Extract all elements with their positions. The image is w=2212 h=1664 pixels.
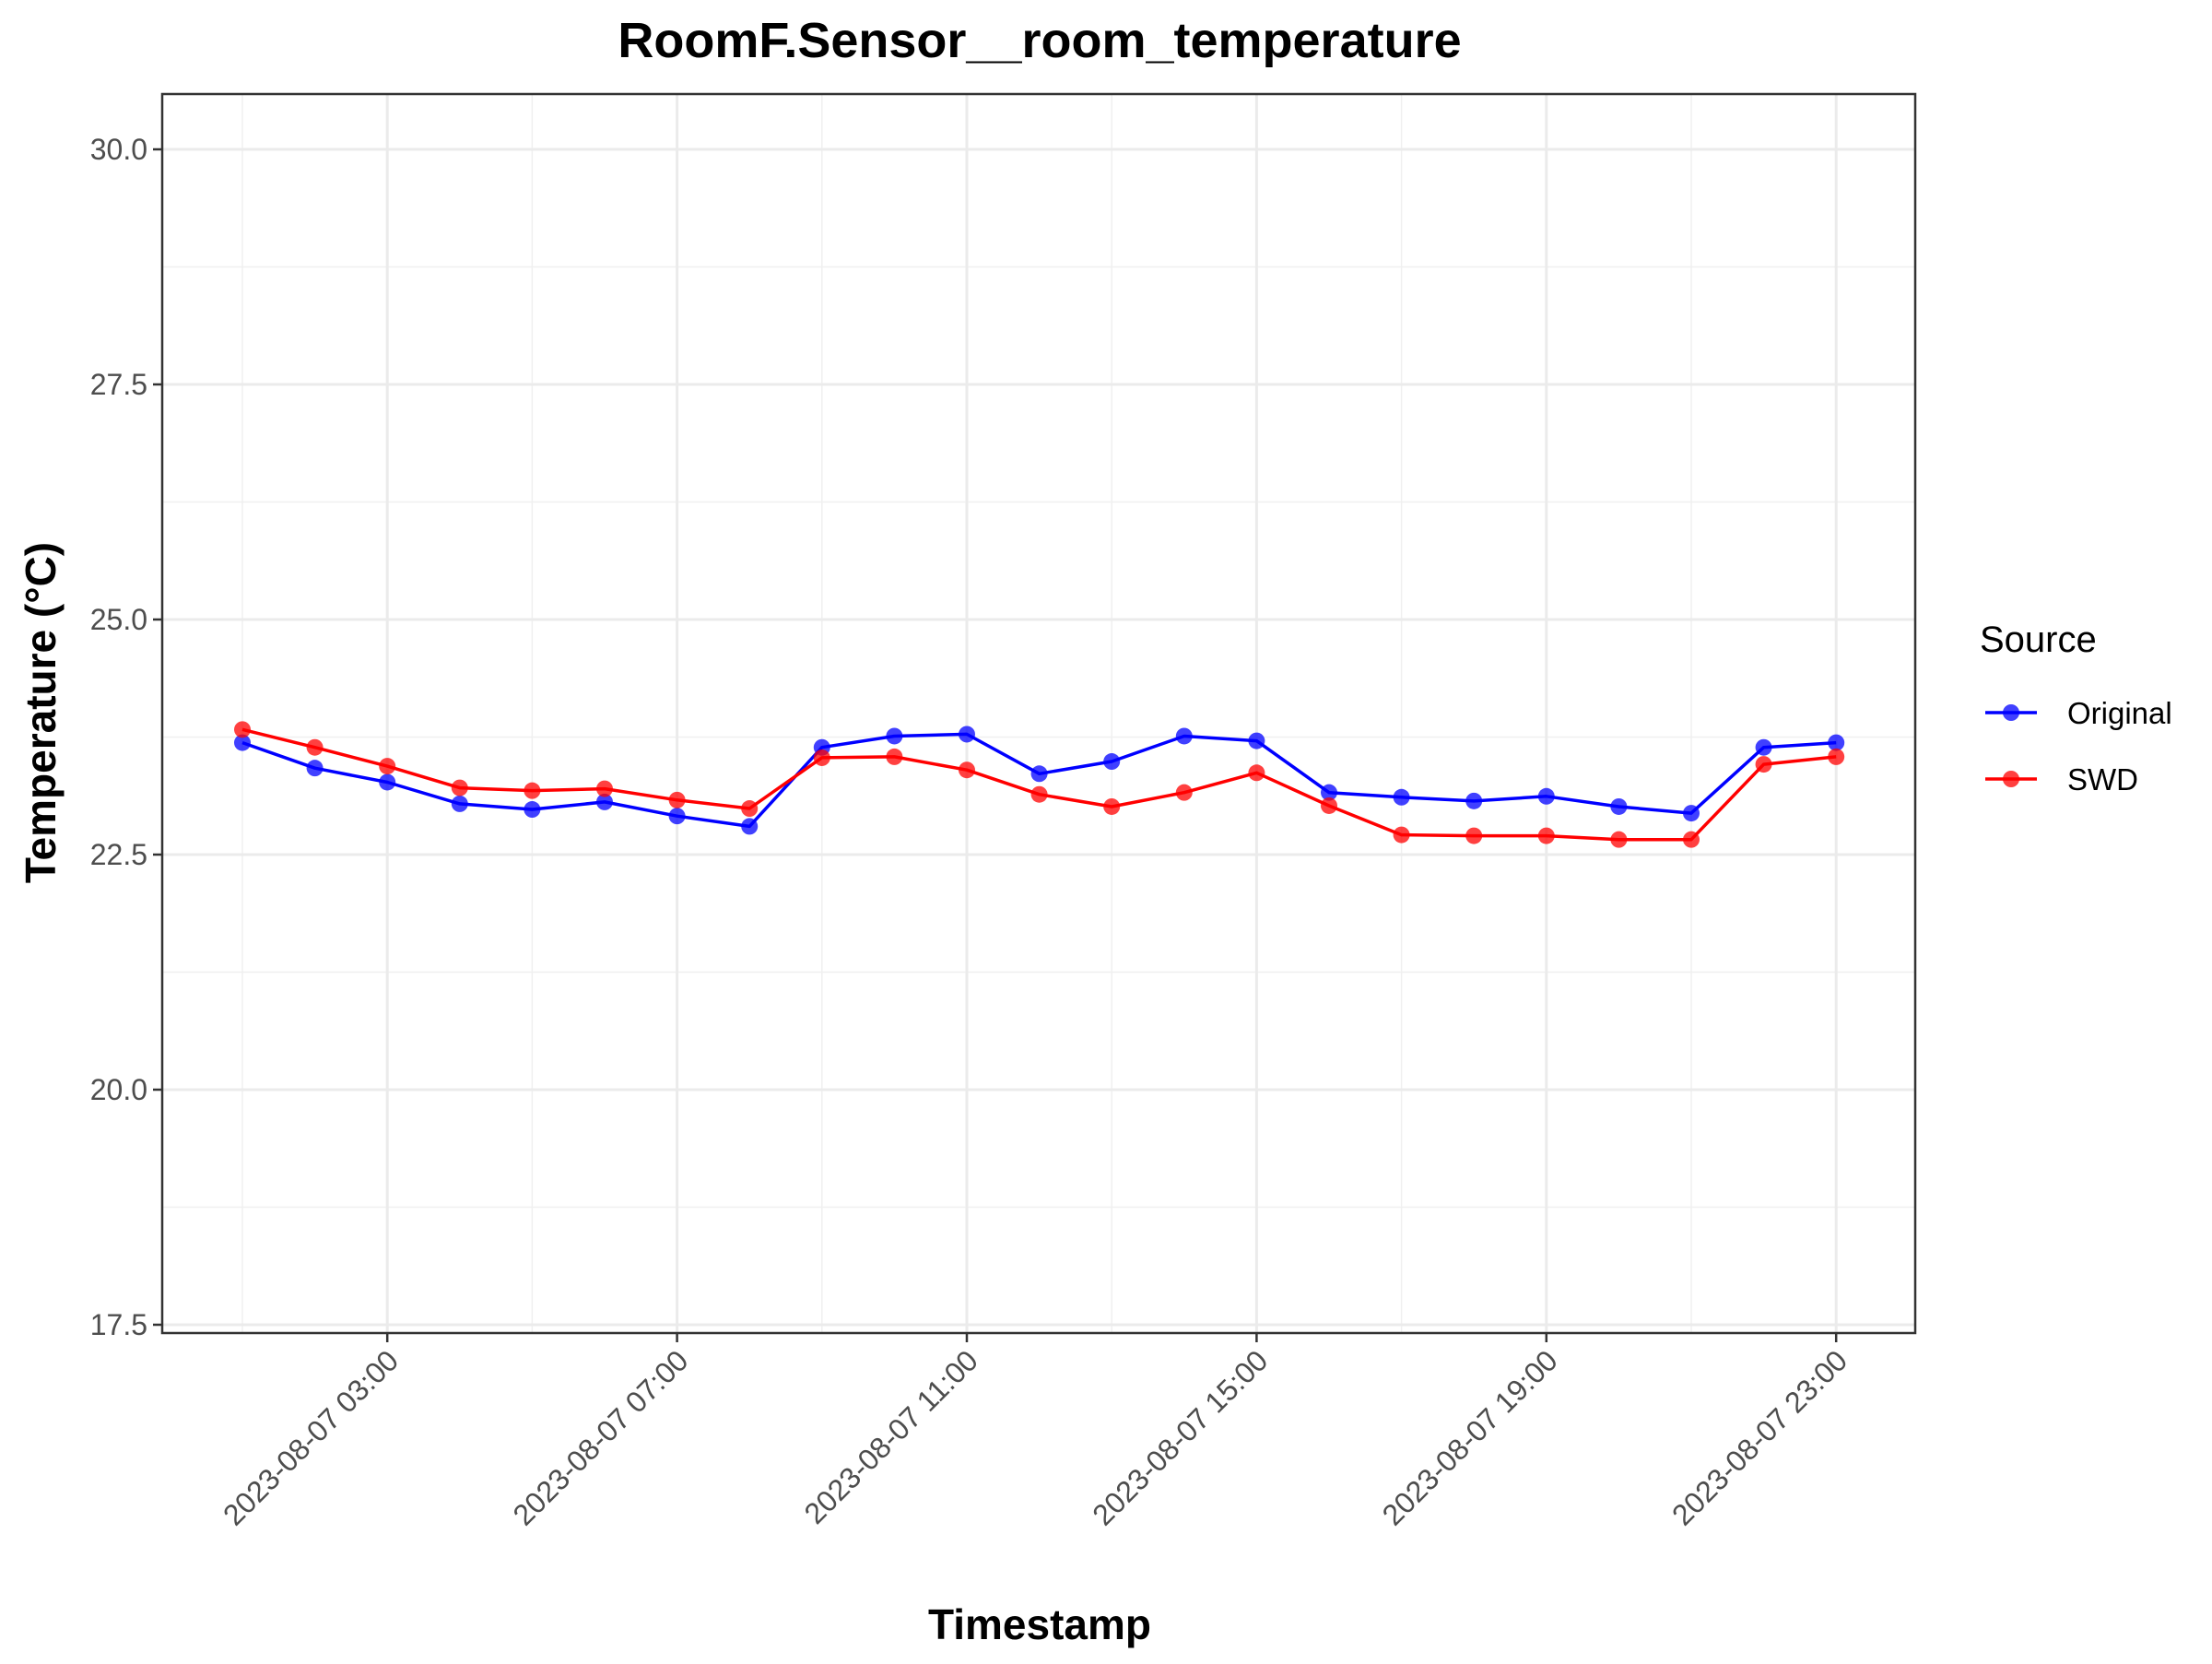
data-point-swd [234, 721, 251, 738]
data-point-swd [668, 791, 686, 808]
data-point-original [1103, 753, 1121, 771]
data-point-swd [1465, 827, 1483, 844]
y-tick-label: 17.5 [90, 1308, 147, 1341]
data-point-swd [1828, 748, 1845, 765]
data-point-original [306, 760, 324, 777]
data-point-original [1537, 787, 1555, 805]
data-point-swd [813, 749, 830, 766]
data-point-swd [1755, 756, 1772, 773]
data-point-swd [379, 758, 396, 775]
data-point-original [1248, 732, 1265, 749]
y-tick-label: 20.0 [90, 1073, 147, 1106]
x-tick-label: 2023-08-07 19:00 [1376, 1343, 1564, 1531]
legend-key-point [2003, 771, 2019, 787]
y-tick-label: 25.0 [90, 603, 147, 636]
data-point-original [1610, 797, 1628, 815]
legend-key-original [1985, 704, 2037, 721]
data-point-original [959, 726, 975, 743]
data-point-original [1683, 805, 1700, 822]
data-point-original [451, 795, 468, 812]
x-tick-label: 2023-08-07 03:00 [217, 1343, 405, 1531]
data-point-swd [1175, 784, 1193, 801]
legend-title: Source [1980, 620, 2097, 660]
y-tick-label: 30.0 [90, 133, 147, 166]
legend-key-swd [1985, 771, 2037, 787]
legend-label-original: Original [2067, 696, 2172, 730]
x-tick-label: 2023-08-07 07:00 [506, 1343, 694, 1531]
data-point-swd [741, 800, 759, 818]
data-point-swd [959, 761, 975, 779]
data-point-original [1755, 738, 1772, 756]
data-point-original [668, 808, 686, 825]
data-point-original [741, 818, 759, 835]
series-original [234, 726, 1845, 835]
data-point-original [1465, 792, 1483, 809]
data-point-original [886, 727, 903, 745]
series-swd [234, 721, 1845, 848]
data-point-original [524, 801, 541, 819]
data-point-swd [1537, 827, 1555, 844]
plot-background [162, 94, 1915, 1333]
y-tick-label: 27.5 [90, 368, 147, 401]
data-point-swd [1248, 764, 1265, 782]
x-axis-title: Timestamp [928, 1600, 1151, 1648]
plot-border [160, 92, 1917, 1335]
y-axis-title: Temperature (°C) [17, 542, 65, 883]
data-point-swd [1030, 785, 1048, 803]
data-point-swd [306, 738, 324, 756]
data-point-swd [1321, 797, 1337, 814]
legend-key-point [2003, 704, 2019, 721]
chart-title: RoomF.Sensor__room_temperature [618, 13, 1461, 68]
data-point-swd [1103, 797, 1121, 815]
data-point-swd [524, 782, 541, 799]
data-point-original [1393, 788, 1410, 806]
data-point-swd [596, 780, 613, 797]
data-point-original [1030, 765, 1048, 783]
data-point-original [1828, 734, 1845, 751]
data-point-original [1321, 784, 1337, 801]
x-tick-label: 2023-08-07 15:00 [1086, 1343, 1274, 1531]
data-point-original [379, 773, 396, 791]
data-point-swd [886, 748, 903, 765]
x-tick-label: 2023-08-07 11:00 [798, 1343, 984, 1529]
data-point-swd [1393, 826, 1410, 844]
legend: Source Original SWD [1980, 620, 2172, 797]
data-point-original [234, 734, 251, 751]
x-tick-label: 2023-08-07 23:00 [1665, 1343, 1853, 1531]
plot-area: 17.5 20.0 22.5 25.0 27.5 30.0 2023-08-07 03:00… [90, 92, 1917, 1532]
y-tick-label: 22.5 [90, 838, 147, 871]
data-point-swd [1610, 831, 1628, 848]
data-point-original [596, 793, 613, 810]
data-point-swd [451, 779, 468, 797]
data-point-swd [1683, 831, 1700, 848]
legend-label-swd: SWD [2067, 762, 2138, 797]
data-point-original [1175, 727, 1193, 745]
